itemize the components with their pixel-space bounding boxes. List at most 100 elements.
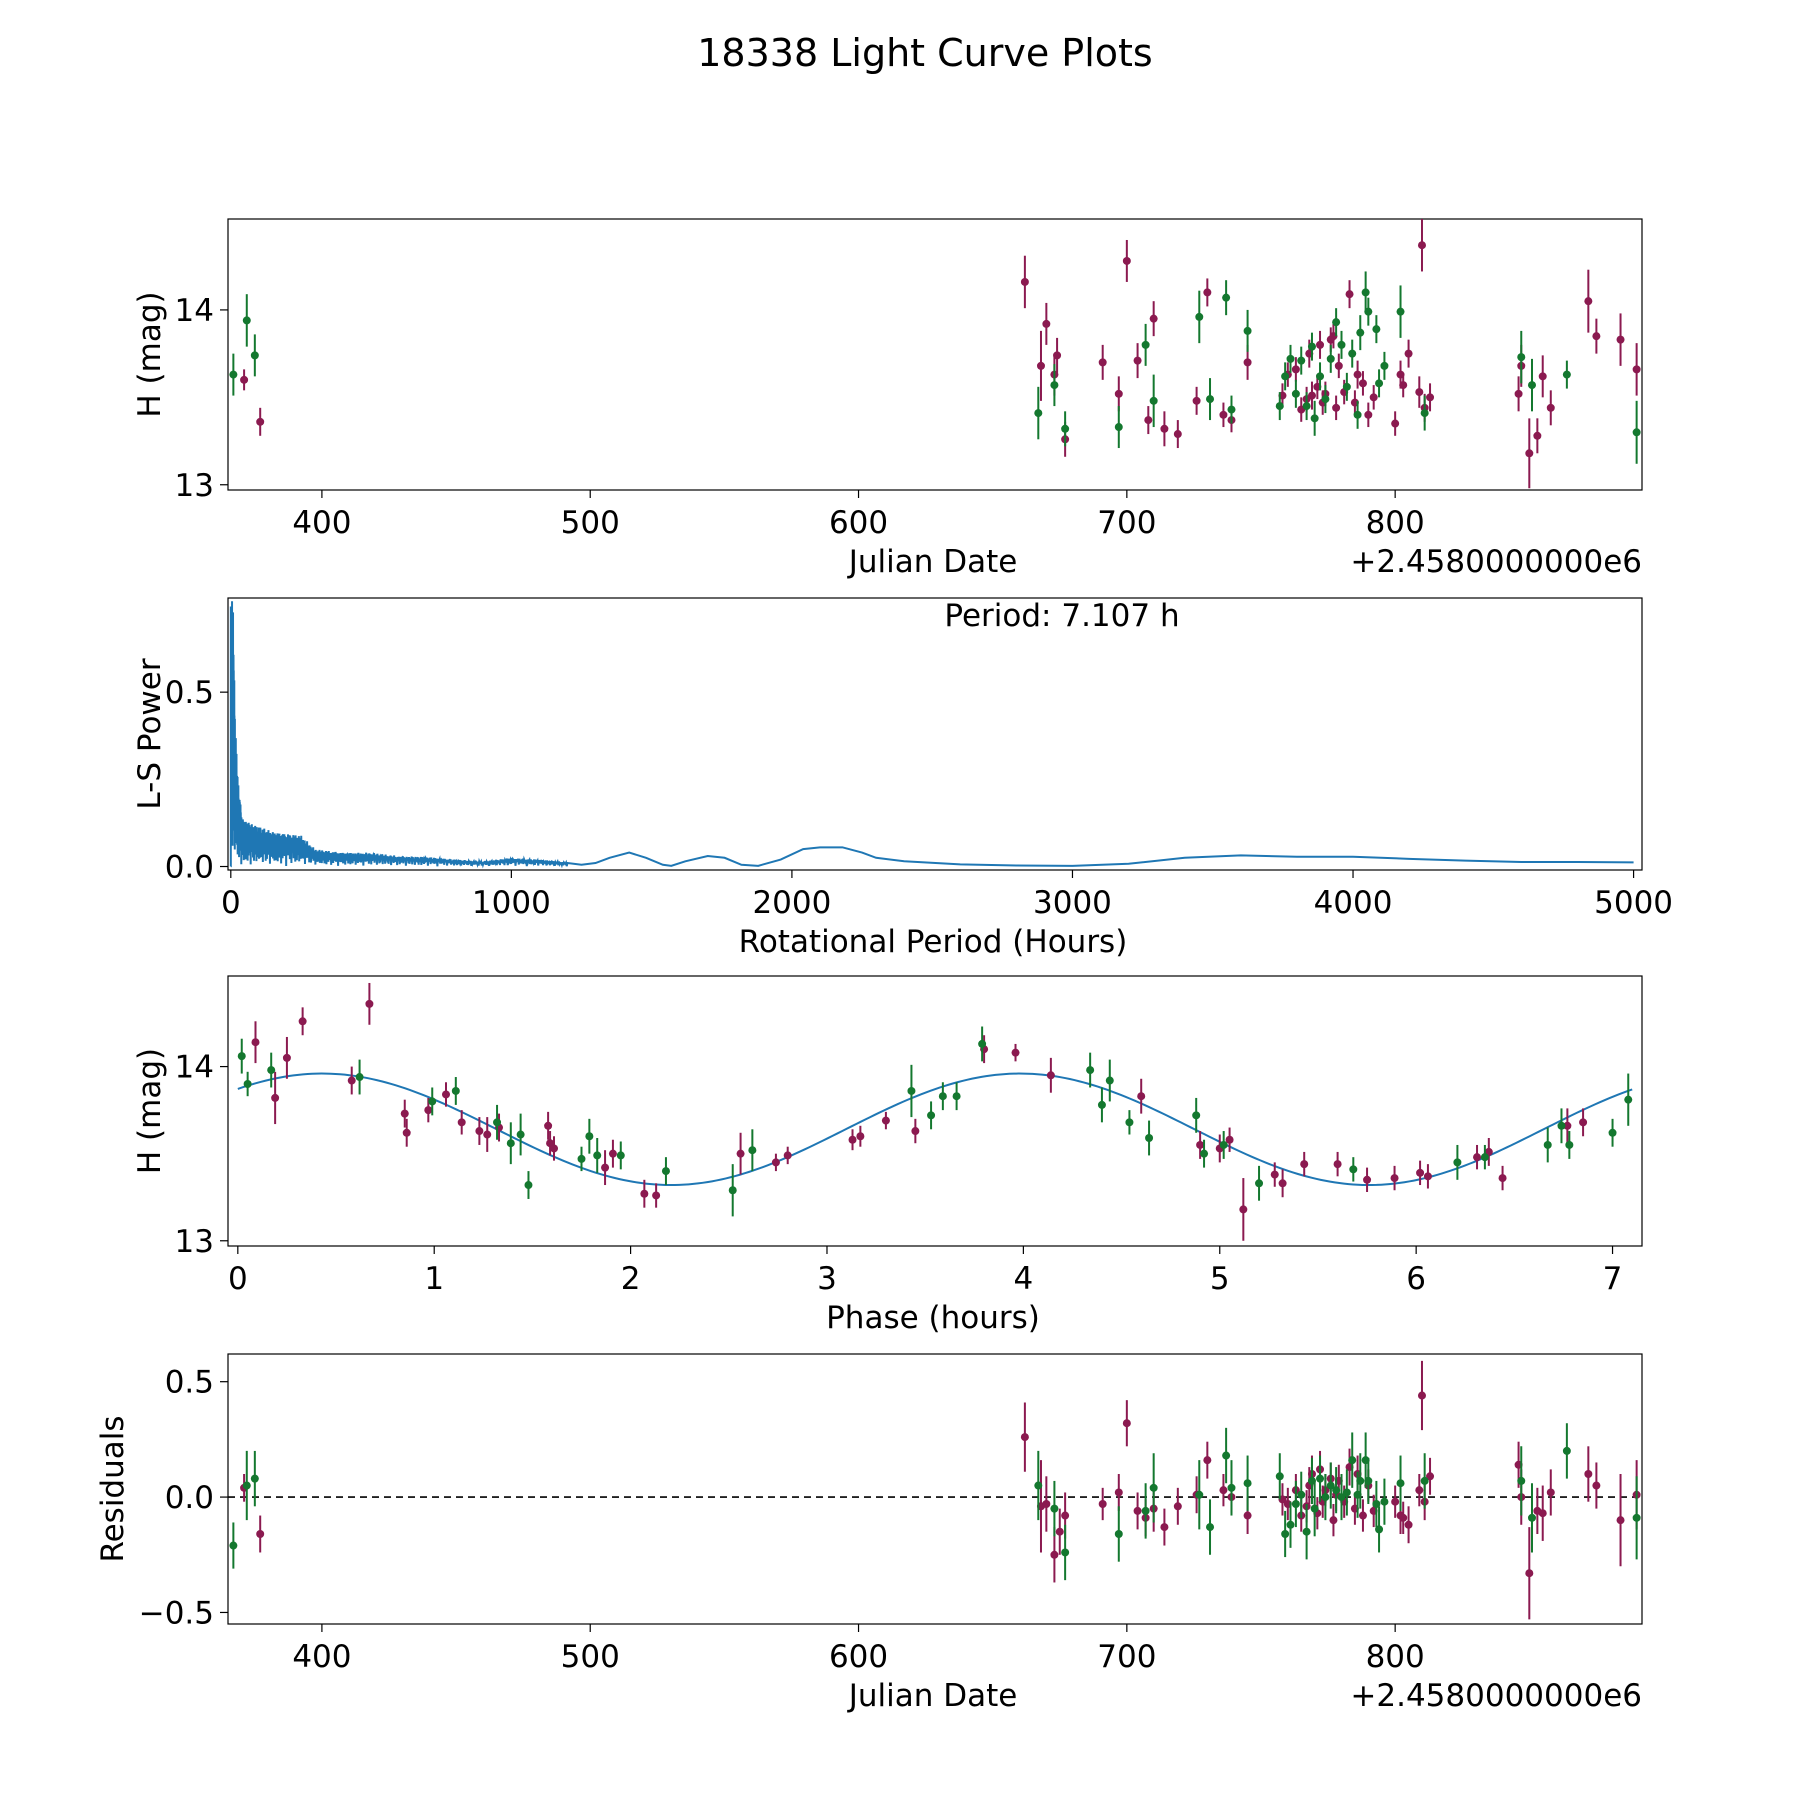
light-curve-filter-g-point (1114, 423, 1123, 432)
light-curve-filter-g-point (1275, 402, 1284, 411)
phased-curve-filter-r-point (365, 999, 374, 1008)
phased-curve-filter-r-point (652, 1191, 661, 1200)
residuals-filter-r-point (1415, 1486, 1424, 1495)
light-curve-filter-r-point (1173, 430, 1182, 439)
phased-curve-filter-g-point (1105, 1076, 1114, 1085)
periodogram-plot: 0 1000 2000 3000 4000 5000 0.0 0.5 Rotational Pe… (132, 597, 1673, 960)
phased-curve-filter-g-point (1255, 1179, 1264, 1188)
light-curve-filter-g-point (242, 316, 251, 325)
periodogram-xtick-label: 0 (221, 885, 241, 921)
phased-curve-filter-g-point (428, 1097, 437, 1106)
light-curve-filter-g-point (1527, 381, 1536, 390)
residuals-filter-g-point (1348, 1456, 1357, 1465)
residuals-filter-r-point (1329, 1516, 1338, 1525)
phased-curve-filter-g-point (1145, 1134, 1154, 1142)
light-curve-filter-g-point (1326, 354, 1335, 363)
phased-curve-filter-g-point (585, 1132, 594, 1141)
periodogram-xtick-label: 2000 (752, 885, 831, 921)
phased-curve-filter-r-point (1137, 1092, 1146, 1101)
light-curve-offset-label: +2.4580000000e6 (1350, 544, 1642, 580)
phased-curve-filter-g-point (1608, 1128, 1617, 1137)
residuals-ytick-label: −0.5 (139, 1595, 214, 1631)
light-curve-filter-g-point (1364, 307, 1373, 316)
residuals-filter-g-point (1050, 1504, 1059, 1513)
residuals-filter-r-point (1525, 1569, 1534, 1578)
phased-curve-filter-g-point (493, 1118, 502, 1127)
residuals-filter-r-point (1122, 1419, 1131, 1428)
light-curve-filter-g-point (1380, 361, 1389, 370)
residuals-filter-r-point (1203, 1456, 1212, 1465)
phased-curve-xtick-label: 4 (1014, 1261, 1034, 1297)
residuals-filter-g-point (1342, 1488, 1351, 1497)
residuals-filter-r-point (1391, 1497, 1400, 1506)
light-curve-filter-g-point (1353, 410, 1362, 419)
phased-curve-filter-g-point (938, 1092, 947, 1101)
phased-curve-filter-r-point (1333, 1160, 1342, 1169)
phased-curve-filter-g-point (661, 1167, 670, 1176)
light-curve-filter-r-point (1369, 393, 1378, 402)
phased-curve-filter-r-point (848, 1135, 857, 1144)
residuals-filter-r-point (1404, 1520, 1413, 1529)
residuals-filter-r-point (1020, 1433, 1029, 1442)
residuals-xtick-label: 400 (292, 1639, 351, 1675)
light-curve-filter-r-point (1291, 365, 1300, 374)
residuals-filter-g-point (1337, 1493, 1346, 1502)
light-curve-frame (227, 218, 1643, 491)
phased-curve-filter-r-point (550, 1144, 559, 1153)
phased-curve-plot: 0 1 2 3 4 5 6 7 13 14 Phase (hours) H (mag) (132, 975, 1643, 1336)
phased-curve-filter-g-point (267, 1066, 276, 1075)
light-curve-filter-g-point (1243, 326, 1252, 335)
residuals-filter-g-point (1222, 1451, 1231, 1460)
residuals-xtick-label: 700 (1097, 1639, 1156, 1675)
periodogram-xtick-label: 3000 (1033, 885, 1112, 921)
phased-curve-filter-g-point (524, 1181, 533, 1190)
phased-curve-filter-g-point (1219, 1140, 1228, 1149)
residuals-offset-label: +2.4580000000e6 (1350, 1678, 1642, 1714)
residuals-xtick-label: 500 (561, 1639, 620, 1675)
residuals-filter-g-point (1364, 1476, 1373, 1485)
light-curve-filter-g-point (1034, 409, 1043, 418)
residuals-filter-r-point (1114, 1488, 1123, 1497)
phased-curve-filter-r-point (424, 1106, 433, 1115)
light-curve-filter-r-point (1219, 410, 1228, 419)
phased-curve-frame (227, 975, 1643, 1247)
periodogram-ylabel: L-S Power (132, 658, 168, 809)
residuals-filter-r-point (1358, 1511, 1367, 1520)
residuals-filter-g-point (1291, 1500, 1300, 1508)
phased-curve-xtick-label: 7 (1603, 1261, 1623, 1297)
phased-curve-filter-r-point (1225, 1135, 1234, 1144)
phased-curve-filter-r-point (856, 1132, 865, 1141)
periodogram-xtick-label: 1000 (472, 885, 551, 921)
light-curve-filter-r-point (1514, 389, 1523, 398)
residuals-marks (228, 1360, 1642, 1620)
phased-curve-filter-g-point (1543, 1140, 1552, 1149)
light-curve-xtick-label: 400 (292, 505, 351, 541)
phased-curve-filter-g-point (748, 1146, 757, 1155)
light-curve-filter-r-point (1144, 416, 1153, 425)
phased-curve-filter-r-point (1363, 1175, 1372, 1184)
residuals-filter-r-point (1098, 1500, 1107, 1508)
light-curve-filter-r-point (1053, 351, 1062, 360)
phased-curve-filter-r-point (783, 1151, 792, 1160)
light-curve-filter-r-point (240, 375, 249, 384)
phased-curve-filter-r-point (881, 1116, 890, 1125)
phased-curve-filter-g-point (506, 1139, 515, 1148)
residuals-filter-r-point (1133, 1506, 1142, 1515)
light-curve-marks (229, 219, 1641, 489)
light-curve-filter-g-point (1375, 379, 1384, 388)
light-curve-filter-g-point (1342, 382, 1351, 391)
residuals-filter-g-point (1227, 1483, 1236, 1492)
residuals-filter-g-point (1316, 1474, 1325, 1483)
light-curve-filter-r-point (1538, 372, 1547, 381)
residuals-filter-g-point (1380, 1497, 1389, 1506)
periodogram-frame (227, 597, 1643, 871)
phased-curve-filter-g-point (1200, 1149, 1209, 1158)
light-curve-filter-r-point (1417, 241, 1426, 250)
phased-curve-ylabel: H (mag) (132, 1048, 168, 1174)
periodogram-xtick-label: 4000 (1314, 885, 1393, 921)
light-curve-filter-r-point (1122, 256, 1131, 265)
residuals-filter-g-point (1517, 1476, 1526, 1485)
phased-curve-filter-g-point (1624, 1095, 1633, 1104)
light-curve-filter-r-point (1133, 356, 1142, 365)
